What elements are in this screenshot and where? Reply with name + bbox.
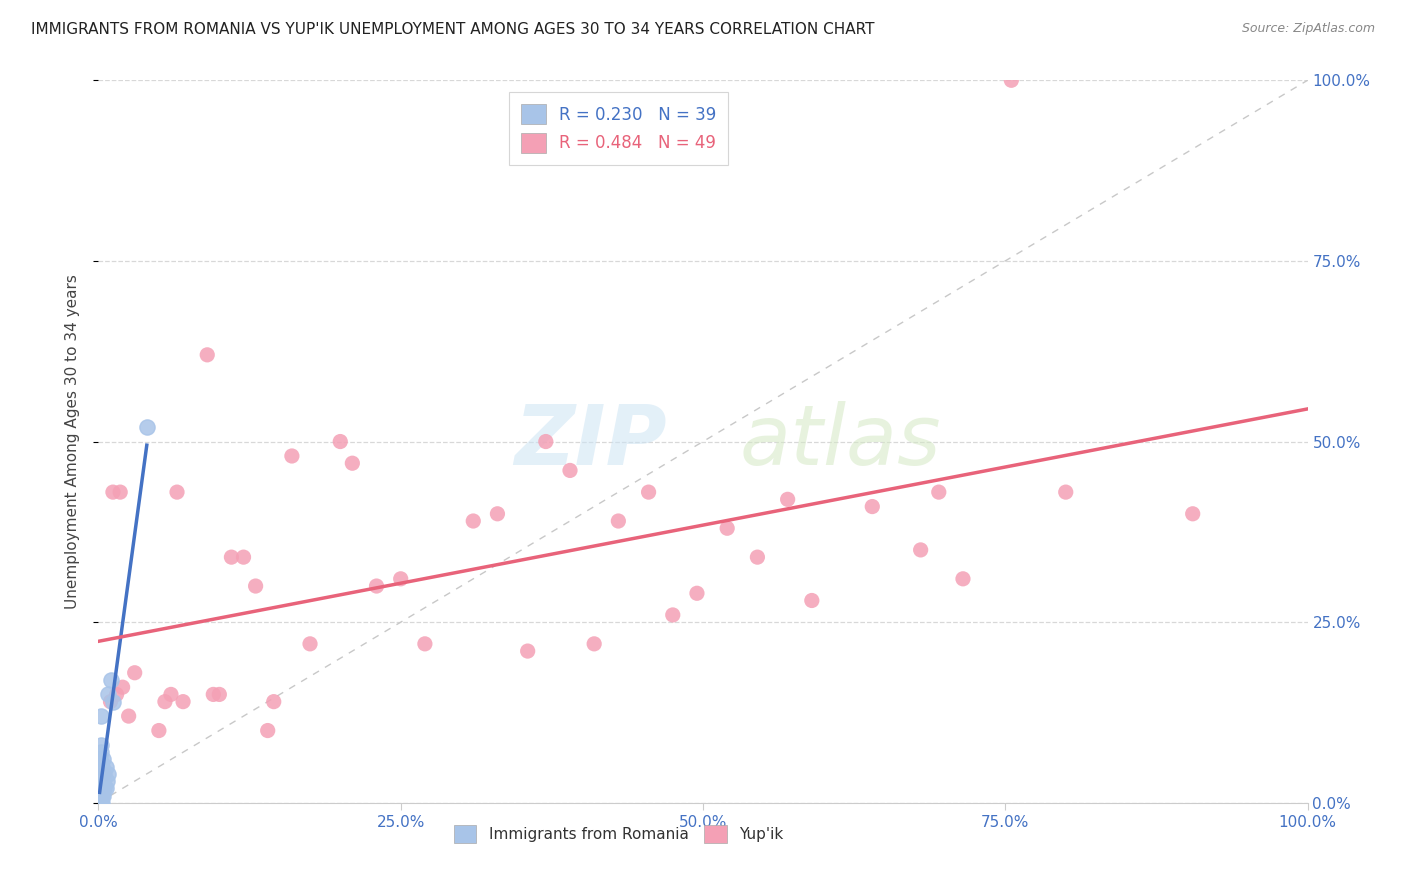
Point [202,687,225,701]
Text: ZIP: ZIP [515,401,666,482]
Point [583,637,606,651]
Point [89,767,111,781]
Point [1054,485,1077,500]
Point [661,607,683,622]
Point [90,774,112,789]
Point [89,752,111,766]
Point [263,695,285,709]
Point [329,434,352,449]
Point [91,760,114,774]
Point [135,420,157,434]
Point [91,774,114,789]
Point [1181,507,1204,521]
Point [160,687,183,701]
Point [91,789,114,803]
Point [91,752,114,766]
Point [91,774,114,789]
Point [94,760,117,774]
Point [800,593,823,607]
Point [208,687,231,701]
Point [389,572,412,586]
Point [172,695,194,709]
Point [910,542,932,557]
Point [221,550,243,565]
Point [299,637,322,651]
Point [245,579,267,593]
Point [148,723,170,738]
Point [89,760,111,774]
Point [90,781,112,796]
Point [153,695,176,709]
Legend: Immigrants from Romania, Yup'ik: Immigrants from Romania, Yup'ik [447,819,789,849]
Point [232,550,254,565]
Point [516,644,538,658]
Point [100,673,122,687]
Point [91,781,114,796]
Point [93,767,115,781]
Point [558,463,581,477]
Point [366,579,388,593]
Point [256,723,278,738]
Point [463,514,485,528]
Point [124,665,146,680]
Point [108,485,131,500]
Point [637,485,659,500]
Point [413,637,436,651]
Point [91,796,114,810]
Point [860,500,883,514]
Point [97,767,120,781]
Point [952,572,974,586]
Point [91,767,114,781]
Point [89,781,111,796]
Point [89,767,111,781]
Point [89,774,111,789]
Point [90,709,112,723]
Point [96,774,118,789]
Point [90,767,112,781]
Text: atlas: atlas [740,401,941,482]
Point [91,789,114,803]
Point [89,796,111,810]
Point [89,781,111,796]
Point [101,695,124,709]
Point [105,687,128,701]
Point [89,796,111,810]
Point [1000,73,1022,87]
Point [686,586,709,600]
Point [607,514,630,528]
Point [195,348,218,362]
Point [281,449,304,463]
Point [90,781,112,796]
Point [90,745,112,759]
Point [90,796,112,810]
Point [93,781,115,796]
Point [118,709,141,723]
Point [89,789,111,803]
Point [90,789,112,803]
Point [93,767,115,781]
Point [928,485,950,500]
Text: IMMIGRANTS FROM ROMANIA VS YUP'IK UNEMPLOYMENT AMONG AGES 30 TO 34 YEARS CORRELA: IMMIGRANTS FROM ROMANIA VS YUP'IK UNEMPL… [31,22,875,37]
Point [101,485,124,500]
Text: Source: ZipAtlas.com: Source: ZipAtlas.com [1241,22,1375,36]
Point [90,738,112,752]
Point [111,680,134,694]
Point [747,550,769,565]
Point [486,507,509,521]
Y-axis label: Unemployment Among Ages 30 to 34 years: Unemployment Among Ages 30 to 34 years [65,274,80,609]
Point [716,521,738,535]
Point [100,695,122,709]
Point [166,485,188,500]
Point [534,434,557,449]
Point [94,781,117,796]
Point [97,687,120,701]
Point [90,760,112,774]
Point [776,492,799,507]
Point [342,456,364,470]
